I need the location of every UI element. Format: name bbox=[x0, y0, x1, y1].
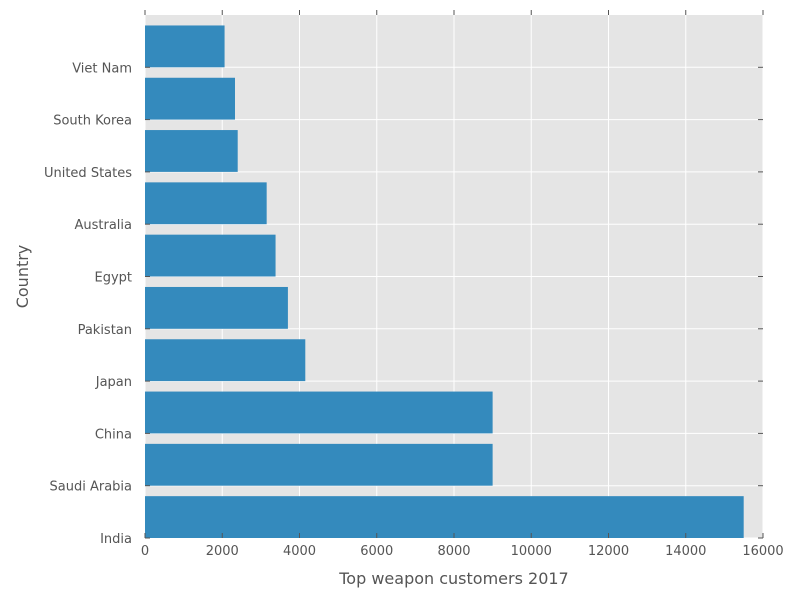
x-tick-label: 16000 bbox=[742, 544, 783, 559]
bar bbox=[145, 339, 306, 382]
y-tick-label: Saudi Arabia bbox=[50, 480, 133, 495]
y-tick-label: Japan bbox=[95, 375, 132, 390]
bar bbox=[145, 182, 267, 225]
x-tick-label: 12000 bbox=[588, 544, 629, 559]
y-tick-label: United States bbox=[44, 166, 132, 181]
y-tick-label: China bbox=[95, 427, 132, 442]
bar bbox=[145, 286, 288, 329]
tick-labels: India Saudi Arabia China Japan Pakistan Egypt… bbox=[44, 61, 784, 559]
bar bbox=[145, 25, 225, 68]
y-axis-label: Country bbox=[13, 245, 32, 309]
bar bbox=[145, 443, 493, 486]
x-tick-label: 8000 bbox=[437, 544, 470, 559]
bar bbox=[145, 391, 493, 434]
axis-ticks bbox=[144, 10, 764, 539]
y-tick-label: India bbox=[100, 532, 132, 547]
bar bbox=[145, 130, 238, 172]
x-tick-label: 4000 bbox=[283, 544, 316, 559]
bar bbox=[145, 234, 276, 277]
x-tick-label: 2000 bbox=[206, 544, 239, 559]
y-tick-label: Viet Nam bbox=[72, 61, 132, 76]
y-tick-label: Egypt bbox=[94, 271, 132, 286]
x-tick-label: 0 bbox=[141, 544, 149, 559]
y-tick-label: Australia bbox=[74, 218, 132, 233]
x-tick-label: 10000 bbox=[511, 544, 552, 559]
y-tick-label: South Korea bbox=[53, 114, 132, 129]
bar bbox=[145, 77, 235, 120]
x-tick-label: 6000 bbox=[360, 544, 393, 559]
bars bbox=[145, 25, 744, 538]
x-tick-label: 14000 bbox=[665, 544, 706, 559]
x-axis-label: Top weapon customers 2017 bbox=[338, 569, 568, 588]
bar bbox=[145, 496, 744, 538]
y-tick-label: Pakistan bbox=[78, 323, 132, 338]
